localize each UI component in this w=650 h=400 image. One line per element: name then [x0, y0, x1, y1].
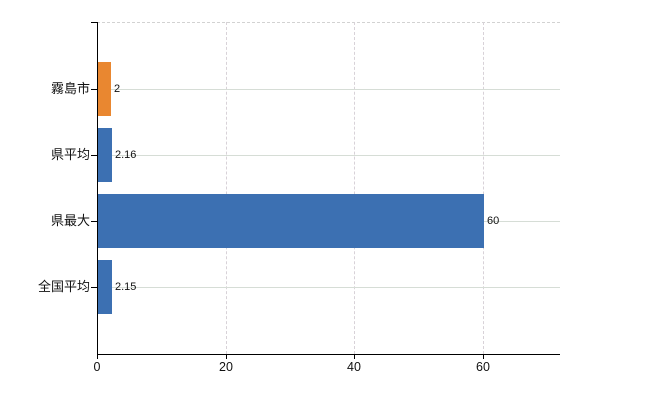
bar — [98, 260, 112, 314]
x-axis-tick-label: 20 — [219, 360, 233, 374]
category-label: 県最大 — [50, 213, 90, 228]
value-label: 2.15 — [115, 281, 137, 293]
x-axis-tick-label: 40 — [347, 360, 361, 374]
y-axis-tick — [91, 89, 97, 90]
category-label: 霧島市 — [50, 81, 90, 96]
gridline-vertical — [354, 22, 355, 354]
category-label: 県平均 — [50, 147, 90, 162]
bar — [98, 62, 111, 116]
value-label: 2.16 — [115, 149, 137, 161]
category-label: 全国平均 — [37, 279, 90, 294]
gridline-horizontal — [98, 155, 560, 156]
x-axis-line — [97, 354, 560, 355]
bar — [98, 128, 112, 182]
y-axis-tick — [91, 155, 97, 156]
x-axis-tick-label: 60 — [476, 360, 490, 374]
y-axis-top-tick — [91, 22, 97, 23]
bar — [98, 194, 484, 248]
plot-top-border — [97, 22, 560, 23]
x-axis-tick — [97, 355, 98, 359]
y-axis-tick — [91, 221, 97, 222]
y-axis-line — [97, 22, 98, 354]
x-axis-tick — [483, 355, 484, 359]
x-axis-tick — [354, 355, 355, 359]
gridline-vertical — [483, 22, 484, 354]
y-axis-tick — [91, 287, 97, 288]
value-label: 2 — [114, 83, 121, 95]
x-axis-tick-label: 0 — [93, 360, 101, 374]
gridline-horizontal — [98, 287, 560, 288]
value-label: 60 — [487, 215, 500, 227]
x-axis-tick — [226, 355, 227, 359]
gridline-horizontal — [98, 89, 560, 90]
gridline-vertical — [226, 22, 227, 354]
